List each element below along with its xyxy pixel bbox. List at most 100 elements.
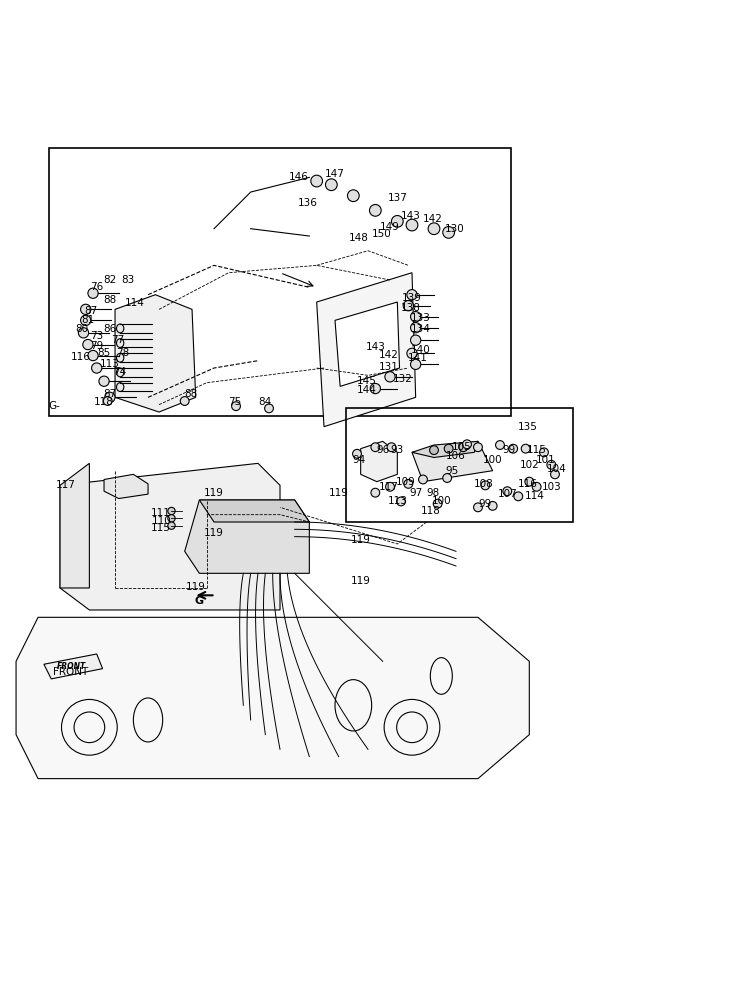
Circle shape bbox=[88, 288, 98, 298]
Text: 74: 74 bbox=[113, 367, 127, 377]
Polygon shape bbox=[44, 654, 102, 679]
Text: 138: 138 bbox=[400, 303, 420, 313]
Text: 119: 119 bbox=[185, 582, 205, 592]
Text: 119: 119 bbox=[204, 528, 224, 538]
Text: 119: 119 bbox=[204, 488, 224, 498]
Text: 83: 83 bbox=[121, 275, 134, 285]
Text: 117: 117 bbox=[56, 480, 76, 490]
Text: 147: 147 bbox=[325, 169, 345, 179]
Circle shape bbox=[80, 304, 91, 314]
Circle shape bbox=[430, 446, 439, 455]
Circle shape bbox=[445, 444, 453, 453]
Circle shape bbox=[99, 376, 109, 386]
Text: 95: 95 bbox=[446, 466, 459, 476]
Text: 76: 76 bbox=[90, 282, 103, 292]
Circle shape bbox=[547, 460, 556, 469]
Polygon shape bbox=[185, 500, 309, 573]
Circle shape bbox=[82, 339, 93, 350]
Text: 113: 113 bbox=[100, 359, 120, 369]
Text: 109: 109 bbox=[396, 477, 416, 487]
Circle shape bbox=[78, 328, 88, 338]
Circle shape bbox=[406, 219, 418, 231]
Text: 146: 146 bbox=[289, 172, 308, 182]
Circle shape bbox=[459, 443, 467, 452]
Text: G: G bbox=[195, 596, 204, 606]
Text: 113: 113 bbox=[387, 496, 407, 506]
Text: 135: 135 bbox=[518, 422, 538, 432]
Text: 118: 118 bbox=[94, 397, 114, 407]
Text: 119: 119 bbox=[351, 535, 371, 545]
Circle shape bbox=[407, 348, 417, 358]
Text: 111: 111 bbox=[152, 508, 171, 518]
Circle shape bbox=[80, 315, 91, 325]
Text: 85: 85 bbox=[97, 348, 110, 358]
Circle shape bbox=[403, 301, 414, 311]
Text: 149: 149 bbox=[380, 222, 400, 232]
Circle shape bbox=[325, 179, 337, 191]
Text: 114: 114 bbox=[125, 298, 145, 308]
Circle shape bbox=[353, 449, 361, 458]
Circle shape bbox=[525, 477, 534, 486]
Text: FRONT: FRONT bbox=[57, 662, 85, 671]
Text: 98: 98 bbox=[426, 488, 439, 498]
Text: 143: 143 bbox=[365, 342, 385, 352]
Circle shape bbox=[503, 487, 512, 496]
Circle shape bbox=[463, 440, 471, 449]
Polygon shape bbox=[16, 617, 529, 779]
Polygon shape bbox=[361, 441, 397, 482]
Text: 150: 150 bbox=[372, 229, 391, 239]
Text: 137: 137 bbox=[387, 193, 407, 203]
Circle shape bbox=[434, 499, 442, 508]
Circle shape bbox=[443, 227, 455, 238]
Text: 140: 140 bbox=[411, 345, 431, 355]
Circle shape bbox=[481, 481, 489, 490]
Circle shape bbox=[371, 443, 380, 452]
Text: 104: 104 bbox=[548, 464, 567, 474]
Circle shape bbox=[473, 503, 482, 512]
Text: 93: 93 bbox=[391, 445, 404, 455]
Circle shape bbox=[91, 363, 102, 373]
Text: 115: 115 bbox=[527, 445, 547, 455]
Text: 134: 134 bbox=[411, 324, 431, 334]
Text: 117: 117 bbox=[378, 482, 398, 492]
Circle shape bbox=[509, 444, 517, 453]
Circle shape bbox=[551, 470, 559, 479]
Text: 131: 131 bbox=[378, 362, 398, 372]
Circle shape bbox=[168, 507, 175, 515]
Text: 116: 116 bbox=[71, 352, 91, 362]
Ellipse shape bbox=[116, 368, 124, 377]
Circle shape bbox=[488, 501, 497, 510]
Text: 108: 108 bbox=[474, 479, 494, 489]
Text: 100: 100 bbox=[483, 455, 503, 465]
Text: 99: 99 bbox=[478, 499, 492, 509]
Text: 77: 77 bbox=[110, 335, 124, 345]
Circle shape bbox=[105, 392, 115, 402]
Circle shape bbox=[369, 205, 381, 216]
Text: 106: 106 bbox=[446, 451, 466, 461]
Polygon shape bbox=[104, 474, 148, 499]
Text: 100: 100 bbox=[431, 496, 451, 506]
Text: 86: 86 bbox=[103, 324, 116, 334]
Circle shape bbox=[370, 383, 381, 394]
Circle shape bbox=[404, 479, 413, 488]
Text: 94: 94 bbox=[353, 455, 366, 465]
Circle shape bbox=[371, 488, 380, 497]
Circle shape bbox=[387, 443, 396, 452]
Polygon shape bbox=[115, 295, 196, 412]
Text: 75: 75 bbox=[228, 397, 241, 407]
Circle shape bbox=[473, 443, 482, 452]
Ellipse shape bbox=[116, 353, 124, 362]
Text: 105: 105 bbox=[452, 442, 472, 452]
Text: FRONT: FRONT bbox=[54, 667, 88, 677]
Circle shape bbox=[168, 522, 175, 529]
Text: 87: 87 bbox=[84, 306, 97, 316]
Text: 114: 114 bbox=[526, 491, 545, 501]
Polygon shape bbox=[199, 500, 309, 522]
Circle shape bbox=[521, 444, 530, 453]
Circle shape bbox=[386, 482, 394, 491]
Polygon shape bbox=[412, 441, 478, 457]
Text: 142: 142 bbox=[422, 214, 442, 224]
Text: 148: 148 bbox=[350, 233, 369, 243]
Text: G-: G- bbox=[49, 401, 60, 411]
Circle shape bbox=[411, 335, 421, 345]
